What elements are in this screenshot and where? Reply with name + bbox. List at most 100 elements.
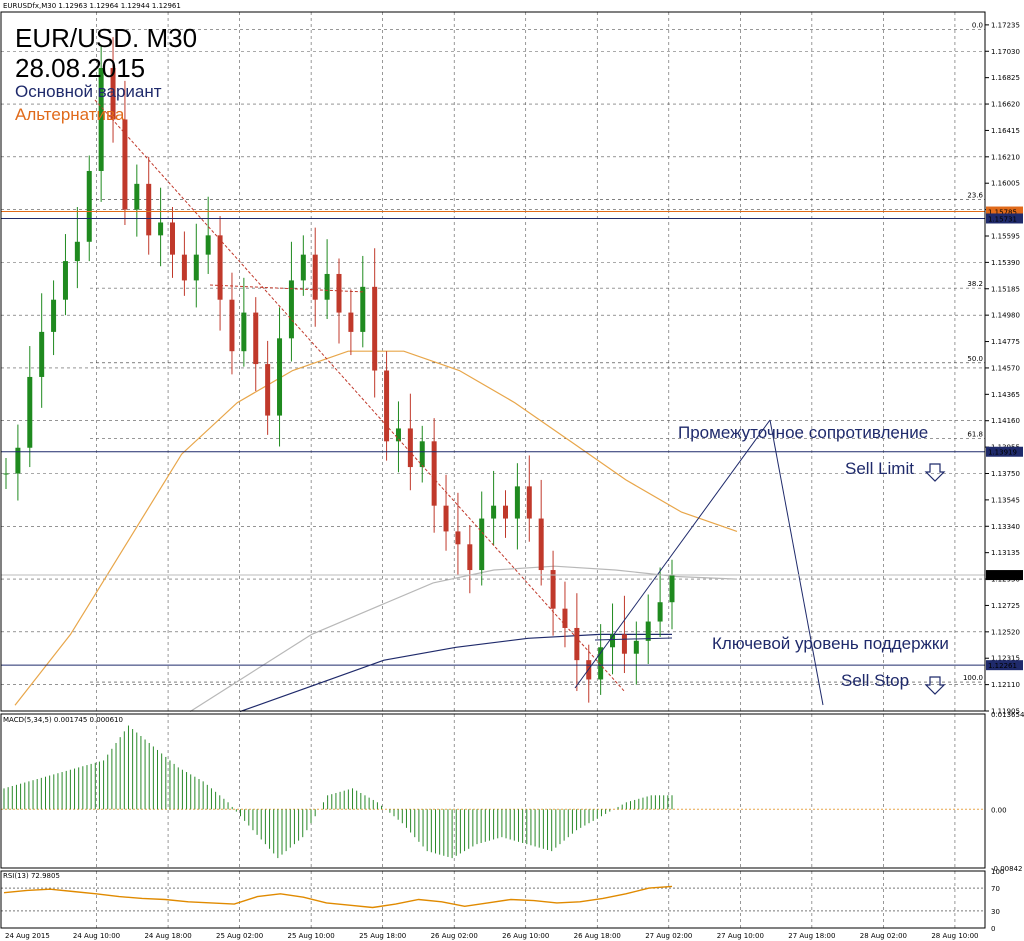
candle-body <box>538 518 544 571</box>
y-tick-label: 1.14160 <box>991 417 1020 425</box>
y-tick-label: 1.16415 <box>991 127 1020 135</box>
candle-body <box>610 634 616 648</box>
price-grid <box>1 12 985 928</box>
price-tag-label: 1.15785 <box>988 209 1017 217</box>
candle-body <box>360 286 366 332</box>
candle-body <box>241 312 247 352</box>
rsi-tick-label: 30 <box>991 908 1000 916</box>
candle-body <box>324 273 330 300</box>
ma-slow-line <box>14 350 738 706</box>
legend-alternative: Альтернатива <box>15 105 125 124</box>
y-tick-label: 1.15595 <box>991 232 1020 240</box>
price-tag-box <box>986 206 1023 217</box>
candle-body <box>170 222 175 255</box>
candle-body <box>491 505 497 519</box>
fibo-label: 38.2 <box>967 280 983 288</box>
candle-body <box>384 370 390 442</box>
candle-body <box>217 235 223 300</box>
key-support-label: Ключевой уровень поддержки <box>712 634 949 653</box>
candle-body <box>550 570 556 609</box>
candle-body <box>395 428 401 442</box>
macd-panel <box>1 725 985 859</box>
ma-long-line <box>239 633 672 713</box>
candle-body <box>3 473 9 475</box>
rsi-tick-label: 70 <box>991 885 1000 893</box>
forecast-down-line <box>769 419 824 706</box>
x-tick-label: 28 Aug 02:00 <box>860 932 907 940</box>
candle-body <box>348 312 354 332</box>
candle-body <box>229 299 235 352</box>
rsi-panel <box>1 885 985 912</box>
y-tick-label: 1.14775 <box>991 338 1020 346</box>
candle-body <box>562 608 568 628</box>
y-tick-label: 1.14365 <box>991 391 1020 399</box>
y-tick-label: 1.13135 <box>991 549 1020 557</box>
chart-date: 28.08.2015 <box>15 53 146 83</box>
fibo-label: 100.0 <box>963 674 983 682</box>
fibo-label: 50.0 <box>967 355 983 363</box>
y-tick-label: 1.11905 <box>991 708 1020 716</box>
fibo-label: 23.6 <box>967 191 983 199</box>
y-tick-label: 1.16005 <box>991 180 1020 188</box>
price-tag-box <box>986 660 1023 671</box>
y-tick-label: 1.16825 <box>991 74 1020 82</box>
candle-body <box>62 261 68 300</box>
candle-body <box>503 505 508 519</box>
y-tick-label: 1.12725 <box>991 602 1020 610</box>
candle-body <box>277 338 283 416</box>
candle-body <box>134 183 140 210</box>
x-tick-label: 26 Aug 02:00 <box>431 932 478 940</box>
candle-body <box>419 441 425 468</box>
x-tick-label: 27 Aug 18:00 <box>788 932 835 940</box>
candle-body <box>407 428 413 468</box>
y-tick-label: 1.17030 <box>991 48 1020 56</box>
sell-stop-label: Sell Stop <box>841 671 910 690</box>
price-tag-box <box>986 446 1023 457</box>
price-tag-label: 1.12261 <box>988 662 1017 670</box>
candle-body <box>645 621 651 641</box>
candle-body <box>158 222 164 236</box>
y-tick-label: 1.12315 <box>991 655 1020 663</box>
ma-fast-line <box>189 565 738 713</box>
x-tick-label: 24 Aug 2015 <box>5 932 50 940</box>
candle-body <box>74 241 80 262</box>
panel-frame-1 <box>0 713 986 869</box>
candle-body <box>657 602 663 622</box>
fibo-label: 0.0 <box>972 21 983 29</box>
candle-body <box>181 254 187 281</box>
x-tick-label: 24 Aug 10:00 <box>73 932 120 940</box>
candle-body <box>300 254 306 281</box>
candle-body <box>574 627 580 661</box>
candle-body <box>514 486 520 519</box>
panel-frame-2 <box>0 870 986 929</box>
y-tick-label: 1.12520 <box>991 628 1020 636</box>
chart-title: EUR/USD. M30 <box>15 23 198 53</box>
candle-body <box>467 544 473 571</box>
candle-body <box>633 640 639 654</box>
macd-tick-label: 0.013654 <box>991 711 1024 719</box>
y-tick-label: 1.14570 <box>991 364 1020 372</box>
candle-body <box>98 67 104 171</box>
y-tick-label: 1.16620 <box>991 101 1020 109</box>
intermediate-resistance-label: Промежуточное сопротивление <box>678 423 929 442</box>
rsi-tick-label: 100 <box>991 868 1004 876</box>
y-tick-label: 1.17235 <box>991 21 1020 29</box>
candle-body <box>193 254 199 281</box>
y-tick-label: 1.14980 <box>991 312 1020 320</box>
price-tag-label: 1.13919 <box>988 449 1017 457</box>
y-tick-label: 1.15390 <box>991 259 1020 267</box>
down-arrow-icon <box>924 463 946 482</box>
candle-body <box>455 531 461 545</box>
candle-body <box>598 647 604 680</box>
macd-tick-label: 0.00 <box>991 806 1007 814</box>
candle-body <box>443 505 449 532</box>
candle-body <box>39 331 45 377</box>
sell-limit-label: Sell Limit <box>845 459 914 478</box>
price-tag-box <box>986 213 1023 224</box>
x-tick-label: 28 Aug 10:00 <box>931 932 978 940</box>
x-tick-label: 24 Aug 18:00 <box>144 932 191 940</box>
y-tick-label: 1.13340 <box>991 523 1020 531</box>
candle-body <box>86 170 92 242</box>
macd-title: MACD(5,34,5) 0.001745 0.000610 <box>3 716 123 724</box>
